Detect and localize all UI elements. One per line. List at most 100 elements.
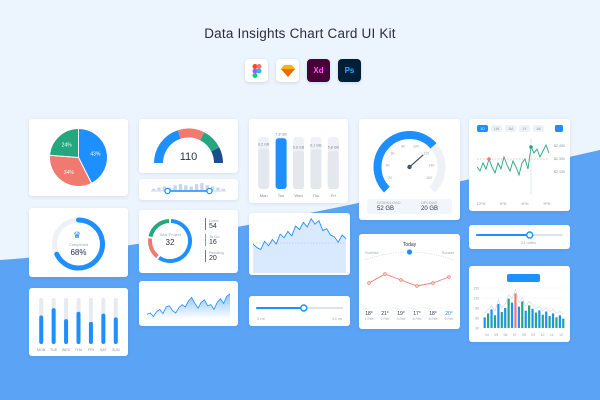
task-item-value: 54 [209,223,217,230]
column-chart: 6.2 GB Mon 7.8 GB Tue 5.8 GB Wed 6.1 GB Thu 5.8 … [258,132,339,198]
vbar-category-label: WED [62,348,71,352]
hist-y-label: 150 [473,287,479,291]
vbar-category-label: SUN [112,348,120,352]
vbar-category-label: MON [37,348,46,352]
column-bar [275,138,287,189]
xd-label: Xd [313,66,324,75]
forecast-day: 20° 6 Feb [442,311,456,321]
column-category-label: Mon [260,193,268,198]
task-item: Pending 20 [205,250,224,262]
hist-trend-line [484,288,564,315]
distance-slider[interactable] [469,225,570,249]
column-value-label: 5.8 GB [293,145,305,149]
hist-x-label: 12 [559,333,563,337]
upload-value: 20 GB [421,206,439,212]
gauge-segment [211,147,223,164]
gauge-value: 110 [179,151,198,163]
hist-bar [541,314,544,328]
task-item: To Do 16 [205,234,219,246]
forecast-temp: 20° [445,311,453,317]
stock-marker [487,157,491,161]
weather-card: Today Sunrise Sunset 18° 1 Feb 21° 2 Feb 19°… [359,234,460,329]
stock-marker [529,145,533,149]
total-project-value: 32 [165,238,175,247]
hist-bar [524,310,527,328]
slider-card: 0 mi 24 mi [249,296,350,326]
area-fill [147,293,230,319]
column-value-label: 6.2 GB [258,143,270,147]
hist-x-label: 08 [522,333,526,337]
temp-point [399,278,403,282]
stock-tab [505,125,516,132]
distance-label: 24 miles [521,240,536,245]
hist-x-label: 10 [541,333,545,337]
task-item-value: 20 [209,255,217,262]
wave-fill [253,218,346,273]
tasks-card: Total Project 32 Done 54 To Do 16 Pending 20 [139,210,238,273]
speed-tick-label: 60 [391,152,395,156]
stock-tab-label: 1M [508,127,513,131]
forecast-date: 4 Feb [412,317,422,321]
temp-point [383,272,387,276]
total-project-label: Total Project [158,232,181,237]
speed-fill [373,131,437,193]
gauge-card: 110 [139,119,238,173]
sketch-icon [276,59,299,82]
area-chart [146,293,231,319]
range-bar [157,187,161,191]
vbar-bar [76,311,81,344]
stock-x-label: 3PM [500,202,507,206]
slider-handle [300,304,308,312]
forecast-day: 17° 4 Feb [410,311,424,321]
column-card: 6.2 GB Mon 7.8 GB Tue 5.8 GB Wed 6.1 GB Thu 5.8 … [249,119,348,203]
forecast-date: 1 Feb [364,317,374,321]
range-histogram[interactable] [139,179,238,200]
hist-x-label: 04 [485,333,489,337]
expand-icon [555,125,563,132]
hist-bar [504,308,507,328]
speed-stats [367,199,452,214]
hist-y-label: 90 [475,307,479,311]
column-bar [293,151,304,189]
speed-tick-label: 40 [386,163,390,167]
tool-icons: Xd Ps [245,59,361,82]
hist-x-label: 07 [513,333,517,337]
hist-bar [548,316,551,328]
hist-bar [558,315,561,328]
stock-tab [533,125,544,132]
hist-y-label: 30 [475,327,479,331]
hist-bar [514,293,517,328]
range-bar [178,184,183,191]
sun-marker [406,249,413,255]
hist-bar [551,313,555,328]
forecast-day: 21° 2 Feb [378,311,392,321]
hist-bar [528,305,531,328]
pie-slice [78,127,108,185]
vbar-bar [51,308,56,344]
hist-x-label: 05 [494,333,498,337]
gauge-chart [154,128,223,164]
pie-slice-label: 43% [90,151,101,157]
task-item: Done 54 [205,218,219,230]
vbar-category-label: SAT [100,348,108,352]
speed-tick-label: 80 [401,144,405,148]
vbar-category-label: TUE [50,348,58,352]
stock-x-label: 12PM [477,202,486,206]
range-handle [164,187,171,195]
today-label: Today [402,242,417,248]
stock-price-label: $2,150 [554,170,565,174]
wave-line [252,217,347,250]
vbar-bar [88,321,93,344]
slider[interactable] [249,296,350,326]
pie-card: 43% 34% 24% [29,119,128,196]
speedometer: 20 40 60 80 100 120 140 160 [373,131,446,193]
completed-value: 68% [70,248,87,257]
range-bar [184,185,188,191]
distance-card: 24 miles [469,225,570,249]
hist-x-label: 06 [504,333,508,337]
wave-card [249,213,350,275]
temp-line [368,273,450,287]
sunset-label: Sunset [441,250,454,255]
crown-icon: ♛ [73,230,82,240]
vbar-bar [64,319,69,344]
